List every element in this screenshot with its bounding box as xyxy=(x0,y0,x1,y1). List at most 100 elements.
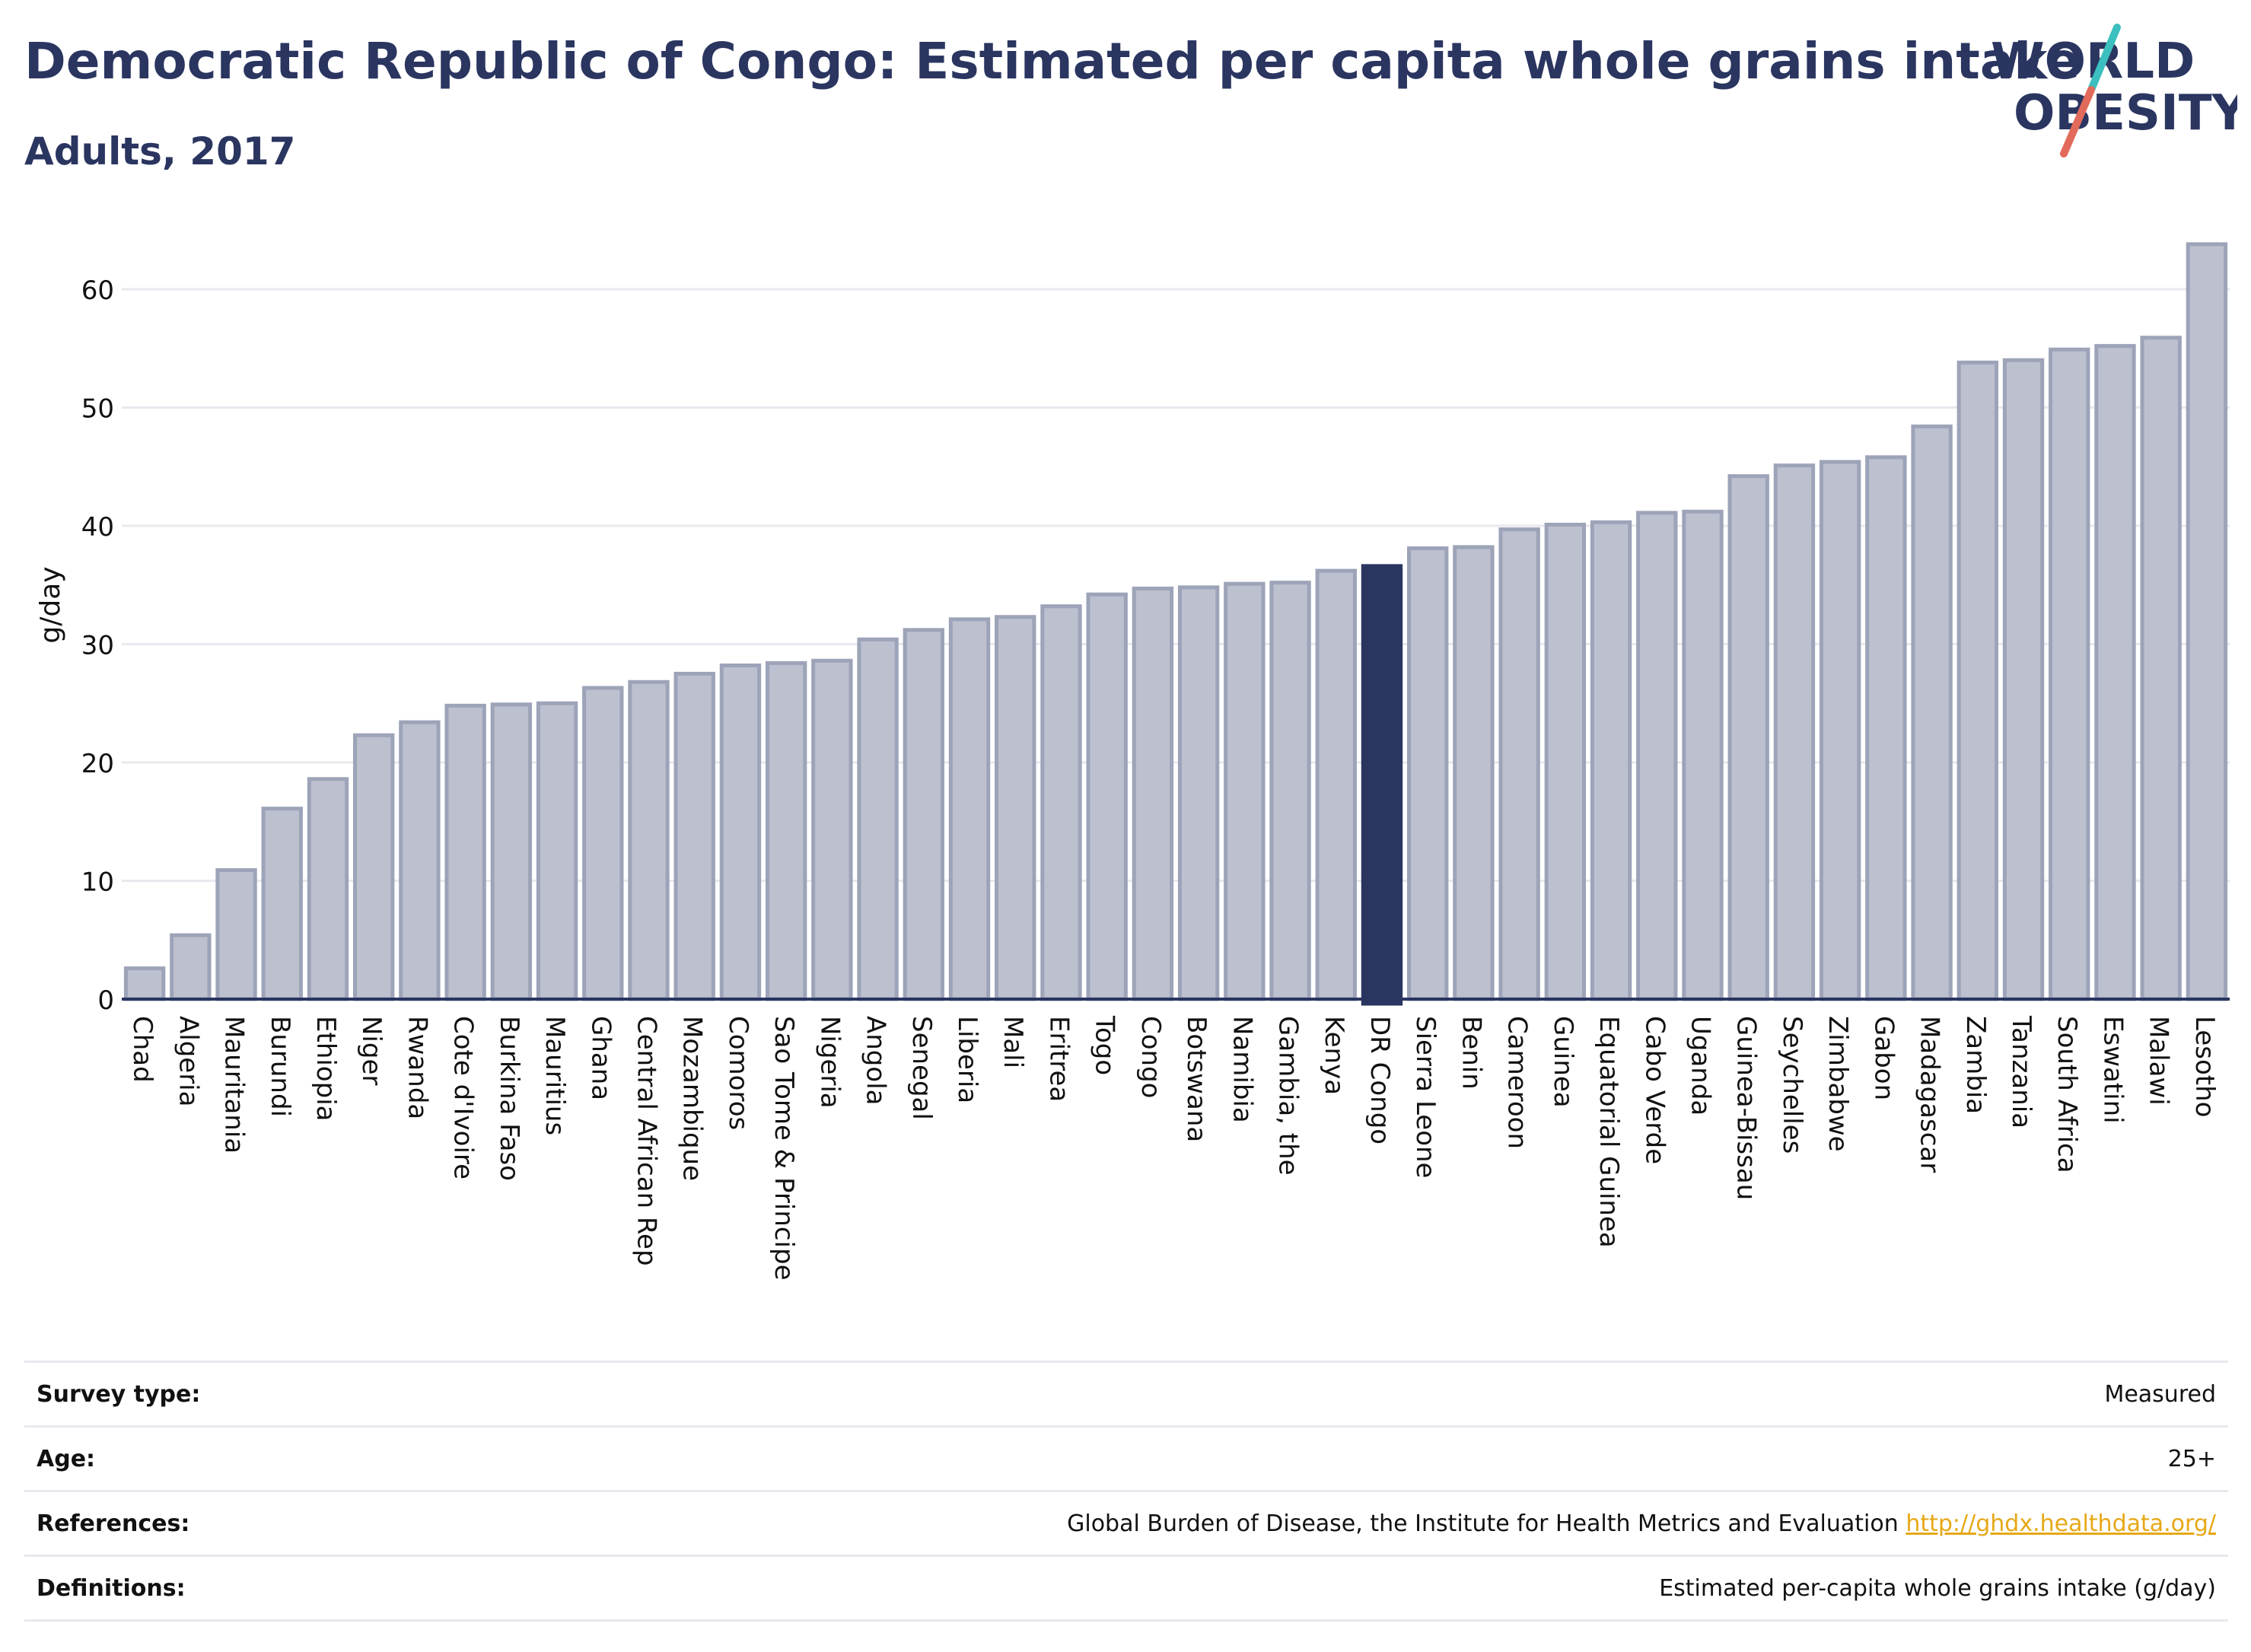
bar[interactable] xyxy=(673,671,715,1001)
logo-text-obesity: OBESITY xyxy=(2014,85,2237,142)
bar[interactable] xyxy=(353,733,395,1001)
x-tick-label: Gambia, the xyxy=(1273,1016,1304,1176)
info-value: 25+ xyxy=(2167,1445,2216,1472)
x-tick-label: Comoros xyxy=(723,1016,753,1130)
x-tick-label: Togo xyxy=(1090,1015,1120,1075)
bar[interactable] xyxy=(1590,520,1632,1001)
bar[interactable] xyxy=(307,777,349,1001)
x-tick-label: Gabon xyxy=(1868,1016,1899,1100)
x-tick-label: Eritrea xyxy=(1043,1016,1074,1102)
y-axis-label: g/day xyxy=(35,566,66,643)
x-tick-label: Lesotho xyxy=(2189,1016,2220,1117)
bar[interactable] xyxy=(1132,586,1174,1001)
bar[interactable] xyxy=(1544,522,1587,1001)
bar[interactable] xyxy=(765,660,807,1001)
bar[interactable] xyxy=(1819,460,1861,1001)
x-tick-label: Algeria xyxy=(173,1016,203,1106)
bar[interactable] xyxy=(811,658,853,1001)
x-tick-label: Malawi xyxy=(2144,1016,2174,1106)
bar[interactable] xyxy=(1956,360,1998,1001)
references-link[interactable]: http://ghdx.healthdata.org/ xyxy=(1906,1510,2216,1537)
info-label: Survey type: xyxy=(37,1380,201,1408)
x-tick-label: Cabo Verde xyxy=(1639,1016,1670,1164)
x-tick-label: Sierra Leone xyxy=(1410,1016,1441,1178)
bar[interactable] xyxy=(903,628,944,1001)
x-tick-label: Guinea xyxy=(1548,1016,1578,1108)
bar[interactable] xyxy=(2049,347,2090,1001)
info-label: References: xyxy=(37,1510,190,1537)
x-tick-label: Mauritius xyxy=(540,1016,570,1135)
bar[interactable] xyxy=(948,617,991,1001)
x-tick-label: Zambia xyxy=(1960,1016,1991,1114)
bar[interactable] xyxy=(1865,455,1907,1001)
info-value-references: Global Burden of Disease, the Institute … xyxy=(1067,1510,2216,1537)
info-row-age: Age: 25+ xyxy=(24,1425,2228,1490)
bar[interactable] xyxy=(1453,545,1495,1001)
bar[interactable] xyxy=(995,615,1036,1001)
references-text: Global Burden of Disease, the Institute … xyxy=(1067,1510,1899,1537)
bar[interactable] xyxy=(1498,527,1540,1001)
bar[interactable] xyxy=(1727,474,1769,1001)
bar[interactable] xyxy=(1773,463,1816,1001)
x-tick-label: Senegal xyxy=(906,1016,937,1120)
bar[interactable] xyxy=(628,680,670,1001)
x-tick-label: Central African Rep xyxy=(632,1016,662,1266)
bar[interactable] xyxy=(1682,509,1724,1001)
x-tick-label: Uganda xyxy=(1686,1016,1716,1116)
y-tick-label: 10 xyxy=(81,867,114,898)
bar[interactable] xyxy=(261,807,303,1001)
bar[interactable] xyxy=(1361,564,1403,1006)
x-tick-label: Madagascar xyxy=(1915,1016,1945,1173)
x-tick-label: Namibia xyxy=(1227,1016,1257,1123)
bar[interactable] xyxy=(399,720,441,1001)
x-tick-label: Mauritania xyxy=(219,1016,250,1154)
bar[interactable] xyxy=(2186,242,2228,1001)
bar[interactable] xyxy=(2002,358,2045,1001)
bar[interactable] xyxy=(1177,585,1220,1001)
x-tick-label: Cameroon xyxy=(1502,1016,1533,1149)
x-tick-label: South Africa xyxy=(2052,1016,2082,1173)
bar[interactable] xyxy=(2140,336,2182,1001)
bar[interactable] xyxy=(719,663,762,1001)
x-tick-label: Ghana xyxy=(585,1016,616,1100)
bars xyxy=(123,242,2228,1006)
bar[interactable] xyxy=(536,701,578,1001)
y-tick-label: 20 xyxy=(81,749,114,779)
x-tick-label: Liberia xyxy=(952,1016,982,1103)
y-tick-label: 30 xyxy=(81,631,114,661)
bar[interactable] xyxy=(1407,546,1449,1001)
bar[interactable] xyxy=(1636,511,1678,1001)
bar[interactable] xyxy=(1911,424,1953,1001)
bar[interactable] xyxy=(1040,604,1082,1001)
bar[interactable] xyxy=(1269,581,1311,1001)
x-tick-label: Ethiopia xyxy=(310,1016,341,1121)
x-tick-label: Burkina Faso xyxy=(494,1016,524,1181)
bar[interactable] xyxy=(444,703,486,1001)
x-tick-label: DR Congo xyxy=(1364,1016,1395,1144)
x-tick-label: Congo xyxy=(1135,1016,1166,1098)
bar[interactable] xyxy=(1315,568,1357,1001)
bar[interactable] xyxy=(2094,344,2136,1001)
bar[interactable] xyxy=(1224,581,1266,1001)
bar[interactable] xyxy=(857,637,899,1001)
bar[interactable] xyxy=(490,702,533,1001)
info-label: Age: xyxy=(37,1445,96,1472)
bar[interactable] xyxy=(582,686,624,1001)
x-tick-label: Zimbabwe xyxy=(1823,1016,1853,1152)
x-tick-label: Burundi xyxy=(265,1016,295,1117)
info-value: Measured xyxy=(2104,1380,2216,1408)
x-tick-label: Botswana xyxy=(1181,1016,1211,1142)
world-obesity-logo[interactable]: WORLD OBESITY xyxy=(1979,15,2237,167)
x-tick-label: Eswatini xyxy=(2097,1016,2128,1124)
x-tick-label: Rwanda xyxy=(402,1016,432,1119)
info-row-survey-type: Survey type: Measured xyxy=(24,1361,2228,1425)
bar[interactable] xyxy=(1086,592,1128,1001)
bar[interactable] xyxy=(215,868,257,1001)
x-tick-label: Seychelles xyxy=(1777,1016,1807,1154)
info-row-references: References: Global Burden of Disease, th… xyxy=(24,1490,2228,1555)
chart-title: Democratic Republic of Congo: Estimated … xyxy=(24,32,2081,91)
bar[interactable] xyxy=(170,933,212,1001)
bar[interactable] xyxy=(123,966,166,1001)
bar-chart: 0 10 20 30 40 50 60 Chad Algeria Mauritania Burun… xyxy=(35,242,2230,1281)
logo-slash-coral xyxy=(2060,86,2095,158)
